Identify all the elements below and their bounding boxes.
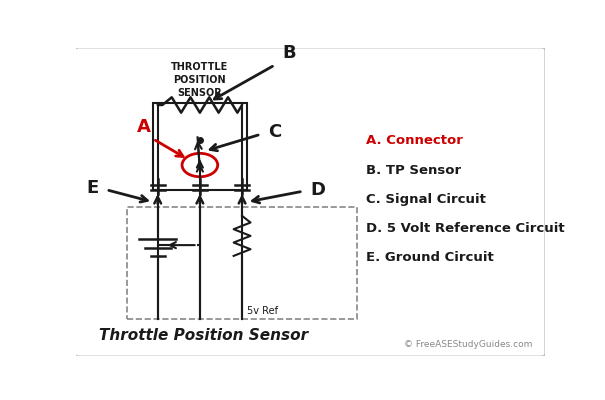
Text: E. Ground Circuit: E. Ground Circuit xyxy=(366,251,494,264)
Text: C. Signal Circuit: C. Signal Circuit xyxy=(366,193,486,206)
FancyBboxPatch shape xyxy=(74,47,546,357)
Text: B: B xyxy=(282,44,296,62)
Text: 5v Ref: 5v Ref xyxy=(247,306,278,316)
Text: A: A xyxy=(137,118,151,136)
Text: A. Connector: A. Connector xyxy=(366,134,463,147)
Bar xyxy=(127,207,357,319)
Text: E: E xyxy=(87,179,99,197)
Text: D: D xyxy=(310,181,325,199)
Text: D. 5 Volt Reference Circuit: D. 5 Volt Reference Circuit xyxy=(366,222,565,235)
Bar xyxy=(153,104,247,190)
Text: C: C xyxy=(268,123,281,141)
Text: © FreeASEStudyGuides.com: © FreeASEStudyGuides.com xyxy=(404,340,533,349)
Text: THROTTLE
POSITION
SENSOR: THROTTLE POSITION SENSOR xyxy=(171,62,229,98)
Text: B. TP Sensor: B. TP Sensor xyxy=(366,164,462,176)
Text: Throttle Position Sensor: Throttle Position Sensor xyxy=(99,328,308,344)
